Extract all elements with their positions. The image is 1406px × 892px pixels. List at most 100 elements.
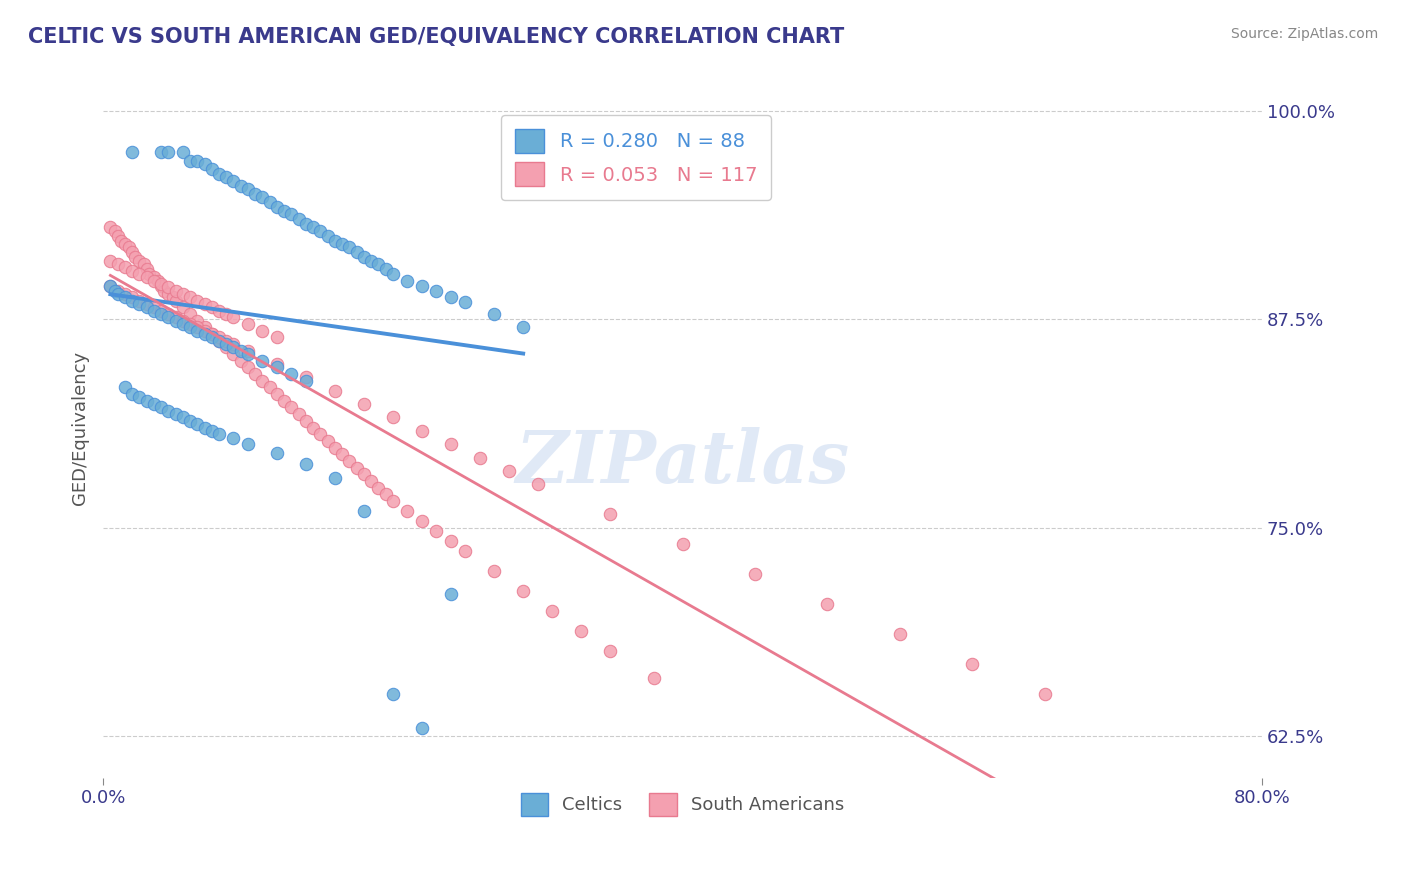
Point <box>104 224 127 238</box>
Point <box>222 337 245 351</box>
Text: ZIPatlas: ZIPatlas <box>516 427 849 498</box>
Point <box>150 307 173 321</box>
Point <box>172 301 194 315</box>
Point <box>295 217 318 231</box>
Point <box>142 301 165 315</box>
Point <box>118 240 141 254</box>
Point <box>142 270 165 285</box>
Point <box>201 301 224 315</box>
Point <box>215 307 238 321</box>
Point <box>146 274 169 288</box>
Point <box>273 203 295 218</box>
Point <box>165 314 187 328</box>
Point <box>193 420 215 434</box>
Point <box>215 334 238 348</box>
Point <box>259 380 281 394</box>
Text: Source: ZipAtlas.com: Source: ZipAtlas.com <box>1230 27 1378 41</box>
Point <box>186 153 208 168</box>
Point <box>295 457 318 471</box>
Point <box>498 464 520 478</box>
Point <box>201 330 224 344</box>
Point <box>396 504 419 518</box>
Point <box>121 290 143 304</box>
Point <box>193 297 215 311</box>
Point <box>186 314 208 328</box>
Point <box>569 624 592 638</box>
Point <box>201 327 224 342</box>
Point <box>172 287 194 301</box>
Point <box>165 284 187 298</box>
Point <box>186 324 208 338</box>
Point <box>215 341 238 355</box>
Point <box>172 410 194 425</box>
Point <box>425 524 447 538</box>
Point <box>266 330 288 344</box>
Point <box>440 587 463 601</box>
Point <box>396 274 419 288</box>
Point <box>252 190 274 204</box>
Point <box>353 467 375 482</box>
Point <box>425 284 447 298</box>
Point <box>295 374 318 388</box>
Point <box>360 253 382 268</box>
Point <box>889 627 911 641</box>
Point <box>1033 687 1056 701</box>
Point <box>454 295 477 310</box>
Point <box>135 270 157 285</box>
Point <box>381 687 404 701</box>
Point <box>208 330 231 344</box>
Point <box>114 237 136 252</box>
Point <box>100 220 122 235</box>
Point <box>132 257 155 271</box>
Point <box>208 167 231 181</box>
Point <box>201 162 224 177</box>
Point <box>280 367 302 381</box>
Point <box>179 320 201 334</box>
Point <box>323 470 346 484</box>
Point <box>353 397 375 411</box>
Point <box>245 367 267 381</box>
Point <box>346 460 368 475</box>
Point <box>222 341 245 355</box>
Point <box>135 301 157 315</box>
Point <box>157 404 180 418</box>
Point <box>208 334 231 348</box>
Point <box>150 278 173 293</box>
Point <box>150 145 173 160</box>
Point <box>179 290 201 304</box>
Point <box>440 290 463 304</box>
Point <box>526 477 548 491</box>
Point <box>295 414 318 428</box>
Point <box>165 310 187 325</box>
Point <box>229 178 252 193</box>
Point <box>599 644 621 658</box>
Point <box>302 420 325 434</box>
Point <box>193 157 215 171</box>
Point <box>236 317 259 331</box>
Point <box>454 544 477 558</box>
Point <box>367 481 389 495</box>
Point <box>121 387 143 401</box>
Point <box>287 212 309 227</box>
Point <box>266 360 288 375</box>
Point <box>165 407 187 421</box>
Point <box>337 454 360 468</box>
Point <box>374 487 396 501</box>
Point <box>316 228 339 243</box>
Point <box>222 174 245 188</box>
Point <box>208 427 231 442</box>
Point <box>179 414 201 428</box>
Point <box>186 320 208 334</box>
Legend: Celtics, South Americans: Celtics, South Americans <box>512 784 853 824</box>
Point <box>124 251 146 265</box>
Point <box>201 327 224 342</box>
Point <box>330 447 353 461</box>
Point <box>381 410 404 425</box>
Point <box>374 262 396 277</box>
Point <box>128 253 150 268</box>
Point <box>208 303 231 318</box>
Point <box>142 397 165 411</box>
Point <box>280 401 302 415</box>
Point <box>128 267 150 281</box>
Y-axis label: GED/Equivalency: GED/Equivalency <box>72 351 89 505</box>
